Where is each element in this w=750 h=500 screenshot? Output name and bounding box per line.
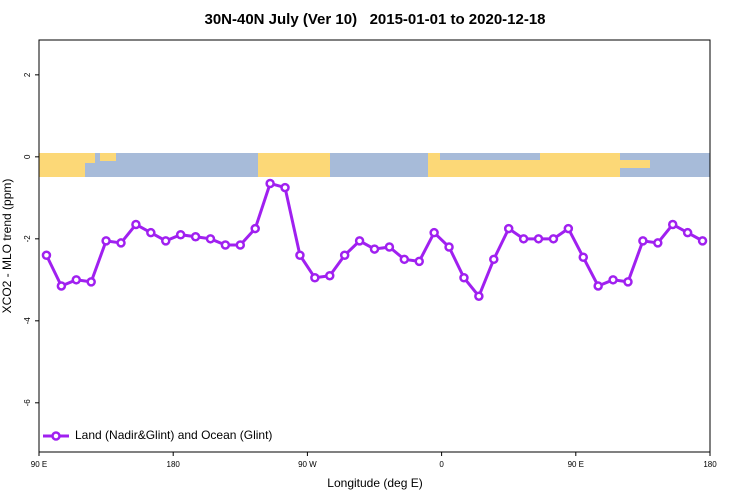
x-tick-label: 90 E (568, 460, 584, 469)
point (325, 270, 335, 281)
x-axis-label: Longitude (deg E) (327, 476, 422, 490)
chart-title: 30N-40N July (Ver 10) 2015-01-01 to 2020… (204, 11, 545, 28)
point (369, 244, 380, 254)
point (86, 277, 96, 287)
point (116, 238, 126, 248)
point (459, 273, 469, 283)
point (220, 240, 231, 250)
point (638, 236, 648, 246)
y-tick-label: 0 (23, 154, 32, 159)
point (608, 275, 618, 285)
y-tick-label: -2 (23, 235, 32, 243)
point (384, 242, 395, 252)
x-tick-label: 180 (167, 460, 181, 469)
point (533, 234, 544, 244)
point (205, 234, 216, 244)
point (489, 254, 499, 265)
series-line (45, 181, 704, 300)
point (354, 236, 365, 246)
point (697, 236, 708, 246)
point (235, 240, 246, 250)
point (265, 178, 275, 189)
x-tick-label: 90 E (31, 460, 47, 469)
point (399, 254, 410, 265)
point (101, 236, 111, 246)
point (190, 232, 201, 242)
point (339, 250, 350, 260)
y-tick-label: 2 (23, 72, 32, 77)
map-band (39, 153, 710, 177)
point (146, 227, 156, 238)
point (71, 275, 82, 285)
point (414, 256, 424, 267)
point (563, 223, 574, 234)
point (653, 238, 663, 248)
x-tick-label: 180 (703, 460, 717, 469)
point (623, 277, 633, 287)
point (593, 281, 603, 291)
x-tick-label: 90 W (298, 460, 317, 469)
point (548, 234, 559, 244)
point (667, 219, 678, 230)
legend-marker (51, 431, 61, 441)
point (429, 227, 439, 238)
y-axis-label: XCO2 - MLO trend (ppm) (0, 179, 14, 314)
point (250, 223, 260, 234)
point (474, 291, 484, 301)
point (41, 250, 52, 260)
point (175, 229, 186, 240)
point (518, 234, 529, 244)
x-tick-label: 0 (439, 460, 444, 469)
point (280, 182, 290, 193)
legend-label: Land (Nadir&Glint) and Ocean (Glint) (75, 428, 272, 442)
point (131, 219, 141, 230)
point (682, 227, 693, 238)
point (310, 273, 320, 283)
plot-frame (38, 39, 711, 453)
point (56, 281, 67, 291)
point (503, 223, 514, 234)
y-tick-label: -6 (23, 399, 32, 407)
point (578, 252, 589, 263)
y-tick-label: -4 (23, 317, 32, 325)
point (444, 242, 454, 252)
point (295, 250, 305, 260)
point (160, 236, 171, 246)
